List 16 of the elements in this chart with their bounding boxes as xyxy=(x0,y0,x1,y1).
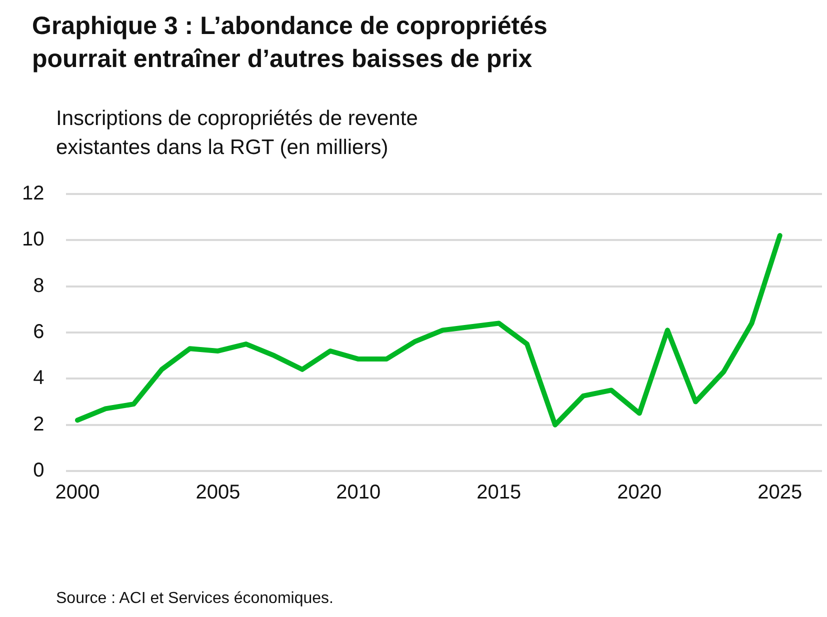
x-tick-label: 2015 xyxy=(476,482,522,504)
y-tick-label: 2 xyxy=(33,413,44,436)
x-tick-label: 2025 xyxy=(758,482,802,504)
x-tick-label: 2005 xyxy=(196,482,240,504)
chart-title: Graphique 3 : L’abondance de copropriétés pourrait entraîner d’autres baisses de prix xyxy=(32,11,548,75)
y-axis-title: Inscriptions de copropriétés de revente existantes dans la RGT (en milliers) xyxy=(56,106,419,161)
y-tick-label: 8 xyxy=(33,274,44,297)
y-tick-label: 4 xyxy=(33,367,44,390)
y-tick-label: 10 xyxy=(22,228,44,251)
y-tick-label: 12 xyxy=(22,182,44,205)
y-tick-label: 6 xyxy=(33,321,44,344)
source-note: Source : ACI et Services économiques. xyxy=(56,590,334,608)
x-tick-label: 2000 xyxy=(55,482,100,504)
x-tick-label: 2020 xyxy=(617,482,662,504)
y-tick-label: 0 xyxy=(33,460,44,482)
x-tick-label: 2010 xyxy=(336,482,381,504)
